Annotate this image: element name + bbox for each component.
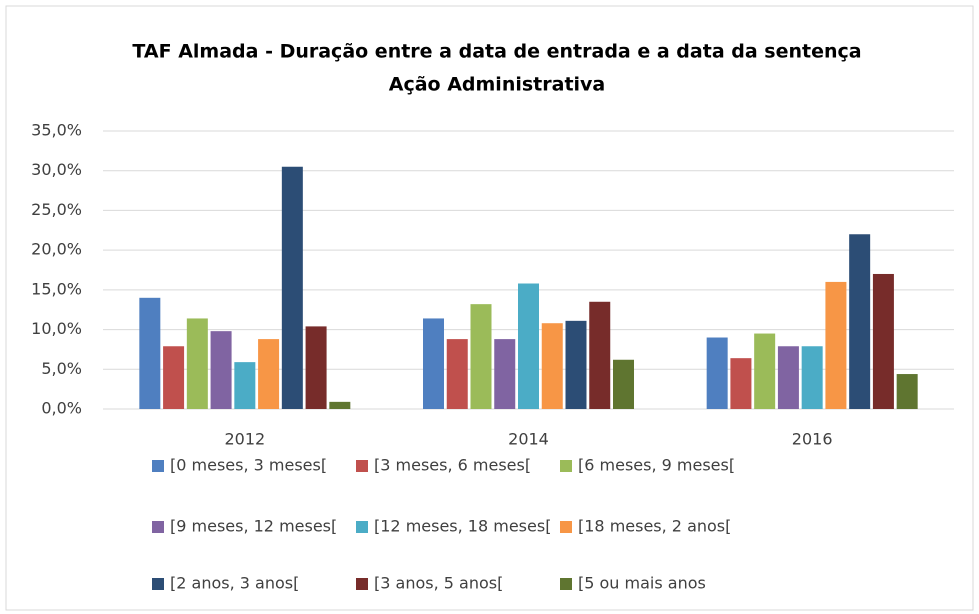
bar (801, 346, 823, 409)
y-tick-label: 20,0% (31, 240, 82, 259)
x-tick-label: 2014 (508, 430, 549, 449)
bar (754, 333, 776, 409)
bar (565, 320, 587, 409)
bar (210, 331, 232, 409)
bar (589, 301, 611, 409)
bar (470, 304, 492, 409)
legend-swatch (152, 521, 164, 533)
bar (281, 166, 303, 409)
bar (305, 326, 327, 409)
y-tick-label: 15,0% (31, 279, 82, 298)
y-tick-label: 35,0% (31, 121, 82, 140)
legend-swatch (356, 578, 368, 590)
bar (258, 339, 280, 409)
legend-swatch (560, 521, 572, 533)
chart-subtitle: Ação Administrativa (389, 74, 606, 96)
bar (423, 318, 444, 409)
bar (139, 297, 161, 409)
bar (329, 401, 351, 409)
bar (706, 337, 728, 409)
legend-label: [3 meses, 6 meses[ (374, 456, 531, 475)
legend-swatch (356, 460, 368, 472)
bar (825, 281, 847, 409)
legend-swatch (560, 460, 572, 472)
bar (613, 359, 634, 409)
bar (730, 358, 752, 409)
bar (541, 323, 563, 409)
x-tick-label: 2016 (792, 430, 833, 449)
y-tick-label: 25,0% (31, 200, 82, 219)
bar (872, 273, 894, 409)
legend-swatch (560, 578, 572, 590)
x-tick-label: 2012 (224, 430, 265, 449)
legend-label: [18 meses, 2 anos[ (578, 517, 731, 536)
chart-title: TAF Almada - Duração entre a data de ent… (132, 41, 861, 63)
y-tick-label: 5,0% (41, 359, 82, 378)
legend-swatch (152, 460, 164, 472)
bar (163, 346, 185, 409)
legend-label: [5 ou mais anos (578, 574, 706, 593)
bar (896, 374, 918, 409)
bar (518, 283, 539, 409)
y-tick-label: 0,0% (41, 399, 82, 418)
bar (849, 234, 871, 409)
legend-label: [6 meses, 9 meses[ (578, 456, 735, 475)
legend-swatch (152, 578, 164, 590)
y-tick-label: 30,0% (31, 160, 82, 179)
bar (494, 339, 516, 409)
legend-label: [12 meses, 18 meses[ (374, 517, 551, 536)
bar (446, 339, 468, 409)
legend-label: [3 anos, 5 anos[ (374, 574, 503, 593)
bar (777, 346, 799, 409)
y-tick-label: 10,0% (31, 319, 82, 338)
legend-label: [2 anos, 3 anos[ (170, 574, 299, 593)
legend-swatch (356, 521, 368, 533)
legend-label: [9 meses, 12 meses[ (170, 517, 337, 536)
bar (186, 318, 208, 409)
legend-label: [0 meses, 3 meses[ (170, 456, 327, 475)
bar (234, 362, 256, 409)
